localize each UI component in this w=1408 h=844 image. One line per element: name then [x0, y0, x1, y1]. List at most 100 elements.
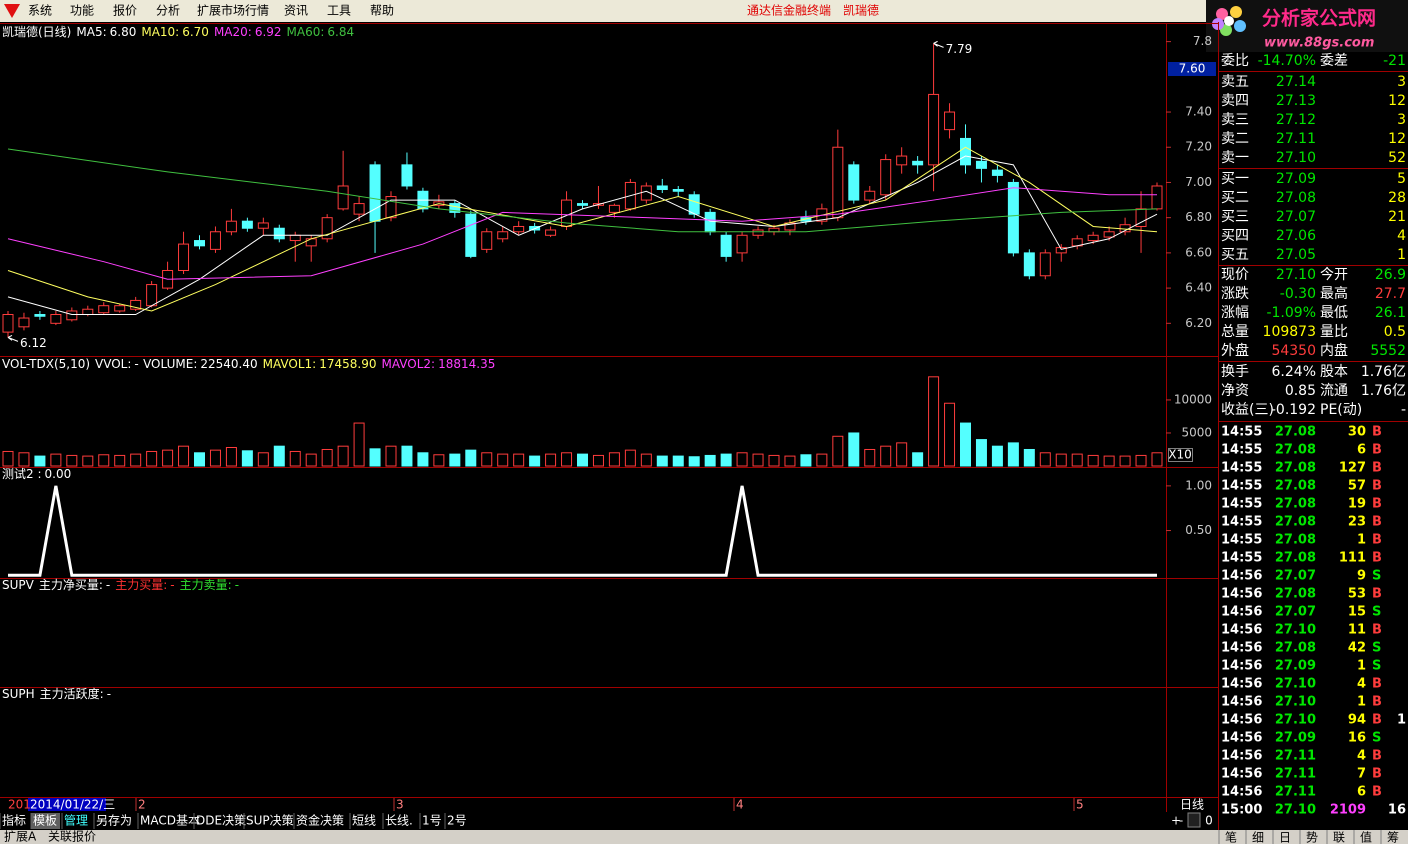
volume-bar — [816, 453, 828, 467]
menu-item[interactable]: 系统 — [28, 4, 52, 18]
tick-side: S — [1372, 659, 1381, 674]
right-tab[interactable]: 细 — [1252, 831, 1264, 844]
quote-value: 26.9 — [1375, 267, 1406, 283]
candle-body — [975, 160, 987, 169]
menu-item[interactable]: 分析 — [156, 4, 180, 18]
candle-body — [2, 314, 14, 333]
tick-price: 27.08 — [1275, 515, 1316, 530]
candle-body — [82, 308, 94, 316]
candle-body — [848, 164, 860, 201]
tab-control[interactable]: + — [1171, 814, 1181, 828]
right-tab[interactable]: 势 — [1306, 831, 1318, 844]
candle-body — [513, 225, 525, 233]
ma-line — [7, 155, 1158, 316]
menu-item[interactable]: 帮助 — [370, 4, 394, 18]
tick-price: 27.08 — [1275, 551, 1316, 566]
tick-volume: 111 — [1339, 551, 1366, 566]
legend-label: 测试2 : — [2, 466, 42, 481]
tab[interactable]: SUP决策 — [246, 814, 294, 828]
window-toggle[interactable] — [1187, 812, 1201, 828]
right-tab[interactable]: 笔 — [1225, 830, 1237, 844]
legend: 测试2 :0.00 — [2, 466, 71, 481]
volume-bar — [656, 455, 668, 467]
quote-label: 内盘 — [1320, 342, 1348, 359]
tick-volume: 6 — [1357, 785, 1366, 800]
tick-side: B — [1372, 479, 1382, 494]
panel-borders — [0, 22, 1408, 830]
tick-volume: 6 — [1357, 443, 1366, 458]
status-item[interactable]: 关联报价 — [48, 829, 96, 844]
volume-bar — [704, 454, 716, 467]
right-tab[interactable]: 日 — [1279, 831, 1291, 844]
candle-body — [1039, 252, 1051, 277]
legend: 凯瑞德(日线) MA5: 6.80 MA10: 6.70 MA20: 6.92 MA60: 6.… — [2, 24, 354, 39]
tab-control[interactable]: - — [1179, 814, 1183, 828]
tab[interactable]: 长线. — [385, 814, 413, 828]
tab[interactable]: 1号 — [422, 814, 442, 828]
volume-bar — [832, 435, 844, 467]
right-tab[interactable]: 值 — [1360, 830, 1372, 844]
tab[interactable]: 管理 — [64, 813, 88, 828]
tick-side: B — [1372, 497, 1382, 512]
volume-bar — [848, 432, 860, 467]
menu-item[interactable]: 功能 — [70, 4, 94, 18]
tab[interactable]: 另存为 — [96, 814, 132, 828]
tick-volume: 16 — [1348, 731, 1366, 746]
tab[interactable]: MACD基本 — [140, 814, 200, 828]
tab[interactable]: 模板 — [33, 814, 57, 828]
tick-price: 27.08 — [1275, 497, 1316, 512]
candle-body — [704, 211, 716, 233]
bid-volume: 28 — [1388, 190, 1406, 206]
candle-body — [337, 185, 349, 210]
ask-price: 27.12 — [1276, 112, 1316, 128]
candle-body — [1055, 247, 1067, 254]
candle-body — [50, 314, 62, 324]
quote-label: 量比 — [1320, 324, 1348, 340]
menu-item[interactable]: 报价 — [113, 3, 137, 18]
ask-price: 27.11 — [1276, 131, 1316, 147]
y-tick-label: 7.40 — [1185, 105, 1212, 119]
app-icon — [4, 4, 20, 18]
tab[interactable]: DDE决策 — [196, 814, 246, 828]
tab-control[interactable]: 0 — [1205, 814, 1213, 828]
volume-bar — [800, 454, 812, 467]
quote-label: 净资 — [1221, 383, 1249, 399]
menu-item[interactable]: 资讯 — [284, 4, 308, 18]
menu-item[interactable]: 工具 — [327, 4, 351, 18]
candle-body — [130, 299, 142, 310]
candle-body — [257, 222, 269, 229]
ma-line — [7, 187, 1157, 280]
tab[interactable]: 短线 — [352, 814, 376, 828]
status-item[interactable]: 扩展A — [4, 830, 37, 844]
tick-volume: 9 — [1357, 569, 1366, 584]
volume-bar — [497, 453, 509, 467]
tick-price: 27.09 — [1275, 659, 1316, 674]
volume-bar — [960, 422, 971, 467]
volume-bar — [209, 449, 221, 467]
right-tab[interactable]: 联 — [1333, 831, 1345, 844]
legend-label: MAVOL1: — [263, 357, 317, 371]
candle-body — [98, 305, 110, 314]
volume-bar — [608, 452, 620, 467]
tick-price: 27.11 — [1275, 785, 1316, 800]
candle-body — [912, 160, 924, 166]
legend-label: VOL-TDX(5,10) — [2, 357, 90, 371]
volume-bar — [880, 445, 892, 467]
tick-price: 27.08 — [1275, 533, 1316, 548]
quote-value: 0.5 — [1384, 324, 1406, 340]
tick-time: 14:55 — [1221, 533, 1262, 548]
quote-label: 委比 — [1221, 53, 1249, 69]
right-tab[interactable]: 筹 — [1387, 831, 1399, 844]
tab[interactable]: 指标 — [2, 813, 26, 828]
legend-value: - — [170, 578, 174, 592]
volume-bar — [1055, 453, 1067, 467]
bid-label: 买一 — [1221, 171, 1249, 187]
tab[interactable]: 2号 — [447, 814, 467, 828]
tab[interactable]: 资金决策 — [296, 813, 344, 828]
legend-label: MA10: — [141, 25, 179, 39]
extreme-label: 7.79 — [946, 42, 973, 56]
quote-label: 最低 — [1320, 305, 1348, 321]
menu-item[interactable]: 扩展市场行情 — [197, 3, 269, 18]
volume-bar — [321, 448, 333, 467]
candle-body — [1151, 185, 1163, 210]
